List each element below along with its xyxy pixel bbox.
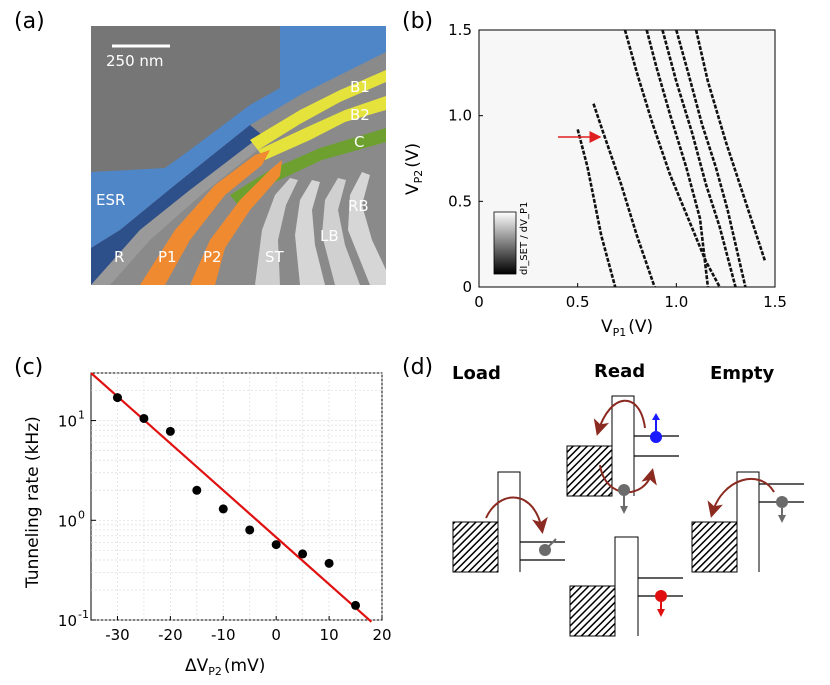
b-xlabel: VP1 (V): [601, 317, 653, 339]
p1-label: P1: [158, 248, 177, 266]
b-ytick: 1.0: [448, 107, 472, 125]
transition-line-2: [592, 103, 656, 288]
panel-a-label: (a): [14, 9, 45, 34]
c-xtick: 10: [320, 626, 339, 644]
lb-label: LB: [320, 227, 339, 245]
c-ytick: 10: [58, 612, 77, 630]
data-point: [218, 504, 228, 514]
b-xtick: 0.5: [566, 293, 590, 311]
data-point: [192, 485, 202, 495]
panel-c-label: (c): [14, 355, 43, 380]
c-ytick-exponent: -1: [78, 608, 89, 621]
sem-image: [91, 26, 386, 285]
b-ytick: 1.5: [448, 21, 472, 39]
transition-line-6: [675, 29, 747, 288]
c-ytick-exponent: 0: [78, 508, 85, 521]
colorbar-label: dI_SET / dV_P1: [519, 202, 530, 275]
read-down-diagram: [569, 536, 683, 637]
b2-gate: [258, 96, 386, 160]
data-point: [165, 426, 175, 436]
read-barrier: [611, 395, 635, 496]
c-ytick: 10: [58, 512, 77, 530]
empty-electron-icon: [776, 496, 788, 508]
p2-label: P2: [203, 248, 222, 266]
load-arrow-icon: [485, 496, 548, 534]
c-xlabel: ΔVP2 (mV): [185, 656, 265, 678]
transition-line-5: [661, 29, 737, 288]
spin-down-electron-icon: [655, 590, 667, 602]
c-xtick: 0: [271, 626, 281, 644]
b1-label: B1: [350, 78, 370, 96]
b-ytick: 0.5: [448, 192, 472, 210]
b-xtick: 1.5: [763, 293, 787, 311]
read-down-barrier: [614, 536, 639, 636]
spin-up-electron-icon: [650, 431, 662, 443]
esr-label: ESR: [96, 191, 125, 209]
r-label: R: [114, 248, 124, 266]
c-xtick: -20: [158, 626, 183, 644]
read-down-reservoir: [569, 585, 616, 637]
b-xtick: 1.0: [664, 293, 688, 311]
transition-line-7: [694, 29, 767, 262]
fit-line: [90, 372, 373, 623]
b-xtick: 0: [474, 293, 484, 311]
read-electron-down-icon: [618, 484, 630, 496]
rb-label: RB: [348, 197, 369, 215]
stage-load-label: Load: [452, 363, 501, 384]
read-tunnel-arrow-icon: [593, 399, 646, 436]
b-ylabel: VP2(V): [403, 143, 425, 195]
b1-gate: [250, 70, 386, 150]
data-point: [271, 540, 281, 550]
stage-read-label: Read: [594, 361, 645, 382]
lb-gate: [295, 180, 325, 285]
c-xtick: -10: [211, 626, 236, 644]
transition-line-1: [576, 129, 617, 288]
empty-arrow-icon: [707, 477, 775, 518]
plot-b-frame: [478, 29, 776, 288]
load-diagram: [452, 471, 565, 573]
scale-bar-label: 250 nm: [106, 52, 164, 70]
empty-reservoir: [691, 521, 738, 573]
st-label: ST: [265, 248, 285, 266]
b2-label: B2: [350, 106, 370, 124]
c-xtick: -30: [105, 626, 130, 644]
reservoir-r: [91, 125, 262, 285]
data-point: [245, 525, 255, 535]
colorbar: [493, 211, 517, 275]
rb-gate: [348, 172, 386, 285]
c-ytick: 10: [58, 413, 77, 431]
p1-gate: [140, 150, 270, 285]
st-gate: [255, 178, 298, 285]
empty-diagram: [691, 471, 804, 573]
panel-b-label: (b): [402, 9, 433, 34]
data-point: [139, 413, 149, 423]
transition-line-4: [645, 29, 710, 288]
c-xtick: 20: [372, 626, 391, 644]
p2-gate: [190, 160, 282, 285]
panel-d-label: (d): [402, 355, 433, 380]
c-gate: [230, 128, 386, 205]
spin-readout-schematic: Load Read Empty: [452, 361, 804, 637]
read-diagram: [566, 395, 679, 514]
data-point: [324, 558, 334, 568]
c-label: C: [354, 133, 364, 151]
load-barrier: [497, 471, 521, 572]
empty-barrier: [736, 471, 760, 572]
b-ytick: 0: [462, 278, 472, 296]
data-point: [112, 393, 122, 403]
stability-diagram: 00 0.5 0.5 1.0 1.0 1.5 1.5 dI_SET / dV_P1 VP1(…: [403, 21, 787, 339]
data-point: [298, 549, 308, 559]
sem-dark-region: [91, 26, 280, 172]
stage-empty-label: Empty: [710, 363, 775, 384]
load-reservoir: [452, 521, 499, 573]
plot-c-frame: [90, 372, 383, 621]
data-point: [351, 600, 361, 610]
c-ytick-exponent: 1: [78, 409, 85, 422]
read-reservoir: [566, 445, 613, 497]
c-ylabel: Tunneling rate (kHz): [23, 416, 43, 589]
